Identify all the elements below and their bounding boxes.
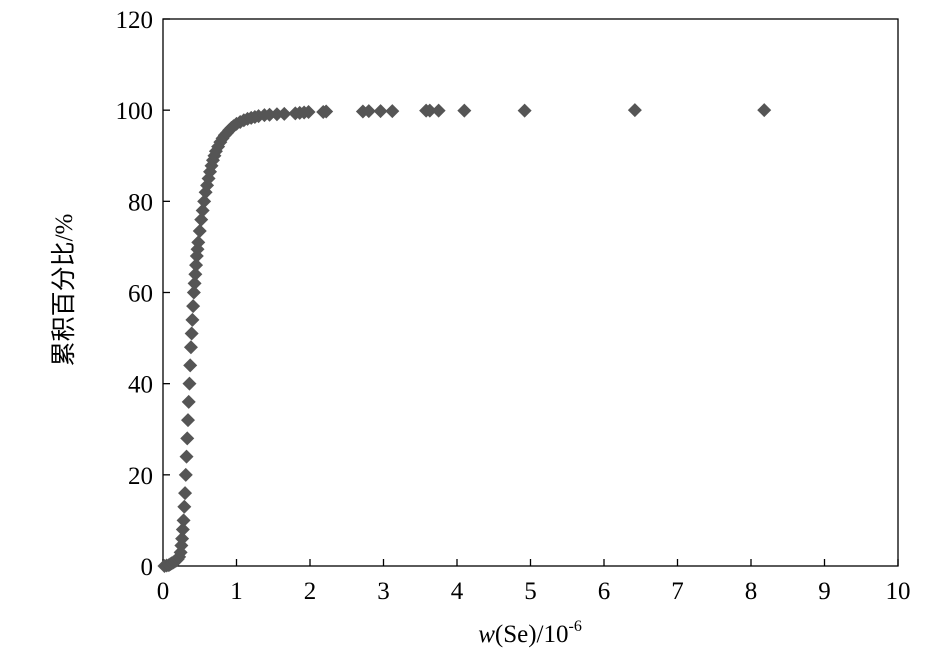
y-tick-label: 40 <box>128 372 153 399</box>
x-tick-label: 4 <box>451 578 464 605</box>
data-point <box>175 531 190 546</box>
data-point <box>175 522 190 537</box>
data-point <box>180 431 195 446</box>
plot-area <box>162 18 899 567</box>
data-point <box>361 104 376 119</box>
x-tick-label: 6 <box>598 578 611 605</box>
data-point <box>182 376 197 391</box>
x-axis-title-text: (Se)/10 <box>495 621 569 648</box>
data-point <box>176 513 191 528</box>
data-point <box>422 103 437 118</box>
data-markers <box>157 103 772 573</box>
data-point <box>431 103 446 118</box>
y-tick-label: 80 <box>128 189 153 216</box>
data-point <box>181 394 196 409</box>
plot-frame <box>162 18 899 567</box>
y-tick-label: 0 <box>141 554 154 581</box>
data-point <box>183 340 198 355</box>
x-tick-label: 8 <box>745 578 758 605</box>
data-point <box>301 104 316 119</box>
x-tick-label: 3 <box>377 578 390 605</box>
data-point <box>183 358 198 373</box>
data-point <box>186 285 201 300</box>
data-point <box>517 103 532 118</box>
x-tick-label: 5 <box>524 578 537 605</box>
x-tick-label: 1 <box>230 578 243 605</box>
x-axis-title-variable: w <box>478 621 495 648</box>
data-point <box>186 299 201 314</box>
data-point <box>194 212 209 227</box>
data-point <box>457 103 472 118</box>
data-point <box>178 467 193 482</box>
axes <box>162 18 899 567</box>
x-axis-title: w(Se)/10-6 <box>478 618 582 648</box>
data-point <box>184 326 199 341</box>
data-point <box>319 104 334 119</box>
data-point <box>373 104 388 119</box>
y-tick-label: 60 <box>128 281 153 308</box>
data-point <box>185 312 200 327</box>
data-point <box>195 203 210 218</box>
data-point <box>188 267 203 282</box>
data-point <box>627 103 642 118</box>
data-point <box>277 106 292 121</box>
x-tick-label: 2 <box>304 578 317 605</box>
y-tick-label: 100 <box>116 98 154 125</box>
data-point <box>757 103 772 118</box>
data-point <box>192 223 207 238</box>
data-point <box>177 499 192 514</box>
x-axis-title-exponent: -6 <box>568 618 581 635</box>
x-tick-label: 10 <box>886 578 911 605</box>
y-tick-label: 20 <box>128 463 153 490</box>
x-tick-label: 9 <box>818 578 831 605</box>
data-point <box>385 104 400 119</box>
y-axis-title: 累积百分比/% <box>50 214 78 367</box>
data-point <box>197 194 212 209</box>
data-point <box>187 276 202 291</box>
y-tick-label: 120 <box>116 7 154 34</box>
data-point <box>178 486 193 501</box>
x-tick-label: 0 <box>157 578 170 605</box>
data-point <box>180 413 195 428</box>
x-tick-label: 7 <box>671 578 684 605</box>
data-point <box>191 235 206 250</box>
data-point <box>189 258 204 273</box>
data-point <box>179 449 194 464</box>
